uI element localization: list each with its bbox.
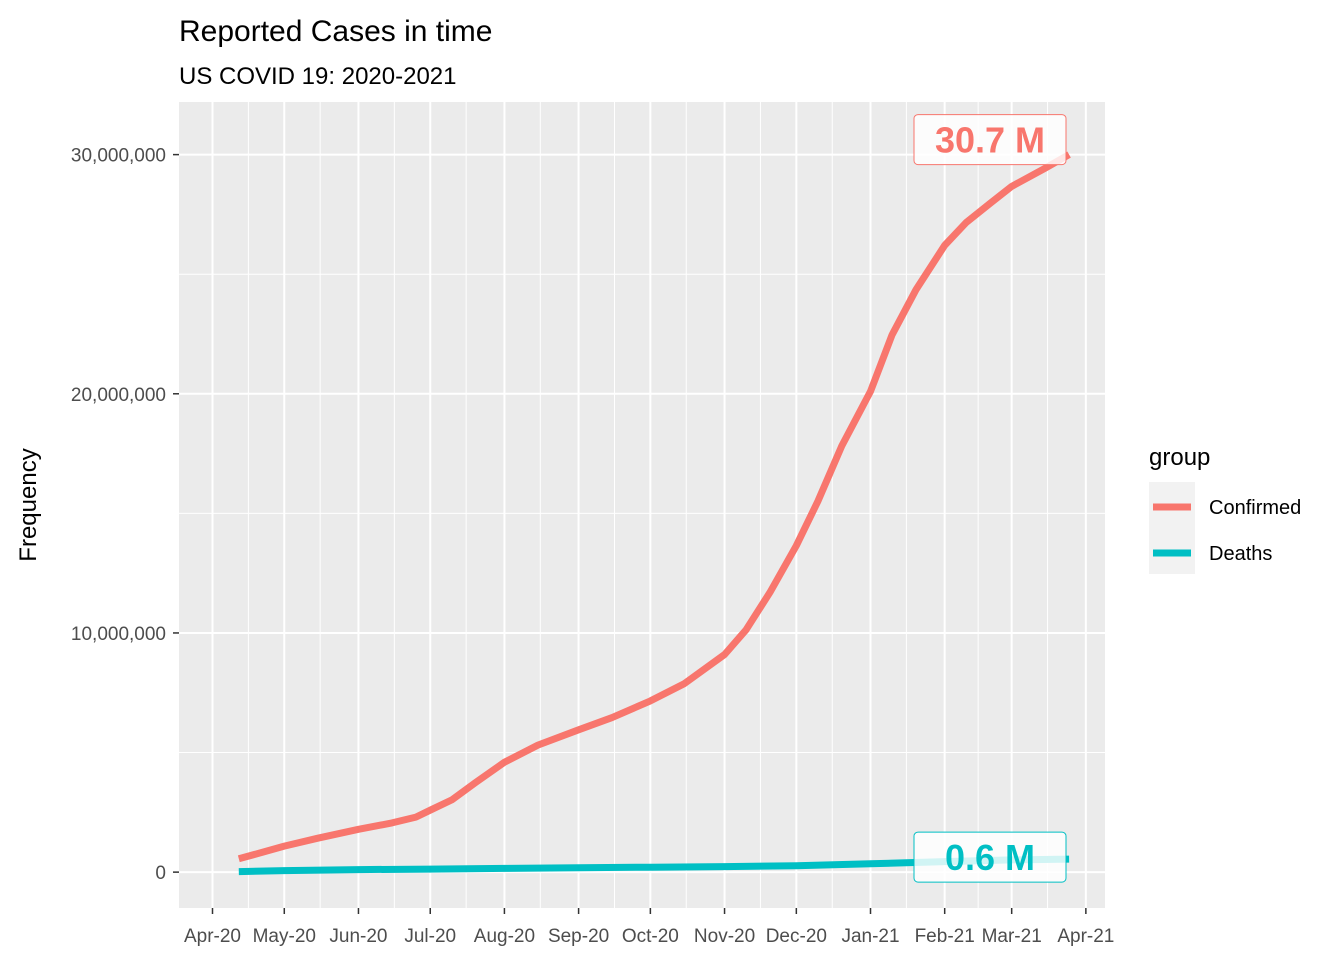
end-label-box-deaths — [913, 831, 1067, 883]
y-tick-label: 30,000,000 — [71, 146, 166, 167]
y-axis-label: Frequency — [15, 448, 42, 561]
axes: Apr-20 May-20 Jun-20 Jul-20 Aug-20 Sep-20 Oct-… — [71, 146, 1114, 947]
legend-label-confirmed: Confirmed — [1209, 497, 1301, 519]
end-labels: 30.7 M 0.6 M — [913, 114, 1067, 883]
end-label-confirmed: 30.7 M — [935, 120, 1045, 161]
x-tick-label: May-20 — [253, 926, 316, 947]
legend-title: group — [1149, 444, 1210, 471]
y-tick-label: 20,000,000 — [71, 385, 166, 406]
x-tick-label: Apr-20 — [184, 926, 241, 947]
y-tick-label: 0 — [155, 863, 166, 884]
legend-key-background — [1149, 482, 1195, 574]
x-tick-label: Aug-20 — [474, 926, 535, 947]
x-tick-label: Feb-21 — [915, 926, 975, 947]
x-tick-label: Oct-20 — [622, 926, 679, 947]
x-tick-label: Sep-20 — [548, 926, 609, 947]
chart-title: Reported Cases in time — [179, 15, 492, 48]
x-tick-label: Nov-20 — [694, 926, 755, 947]
x-tick-label: Jun-20 — [329, 926, 387, 947]
legend: group Confirmed Deaths — [1149, 444, 1301, 574]
x-tick-label: Mar-21 — [982, 926, 1042, 947]
end-label-deaths: 0.6 M — [945, 837, 1035, 878]
grid-lines — [179, 102, 1105, 908]
chart-subtitle: US COVID 19: 2020-2021 — [179, 63, 457, 90]
x-tick-label: Jul-20 — [404, 926, 456, 947]
x-tick-label: Dec-20 — [766, 926, 827, 947]
series-line-confirmed — [237, 151, 1071, 863]
end-label-box-confirmed — [913, 114, 1067, 166]
x-tick-label: Apr-21 — [1057, 926, 1114, 947]
x-tick-label: Jan-21 — [841, 926, 899, 947]
legend-label-deaths: Deaths — [1209, 543, 1272, 565]
y-tick-label: 10,000,000 — [71, 624, 166, 645]
